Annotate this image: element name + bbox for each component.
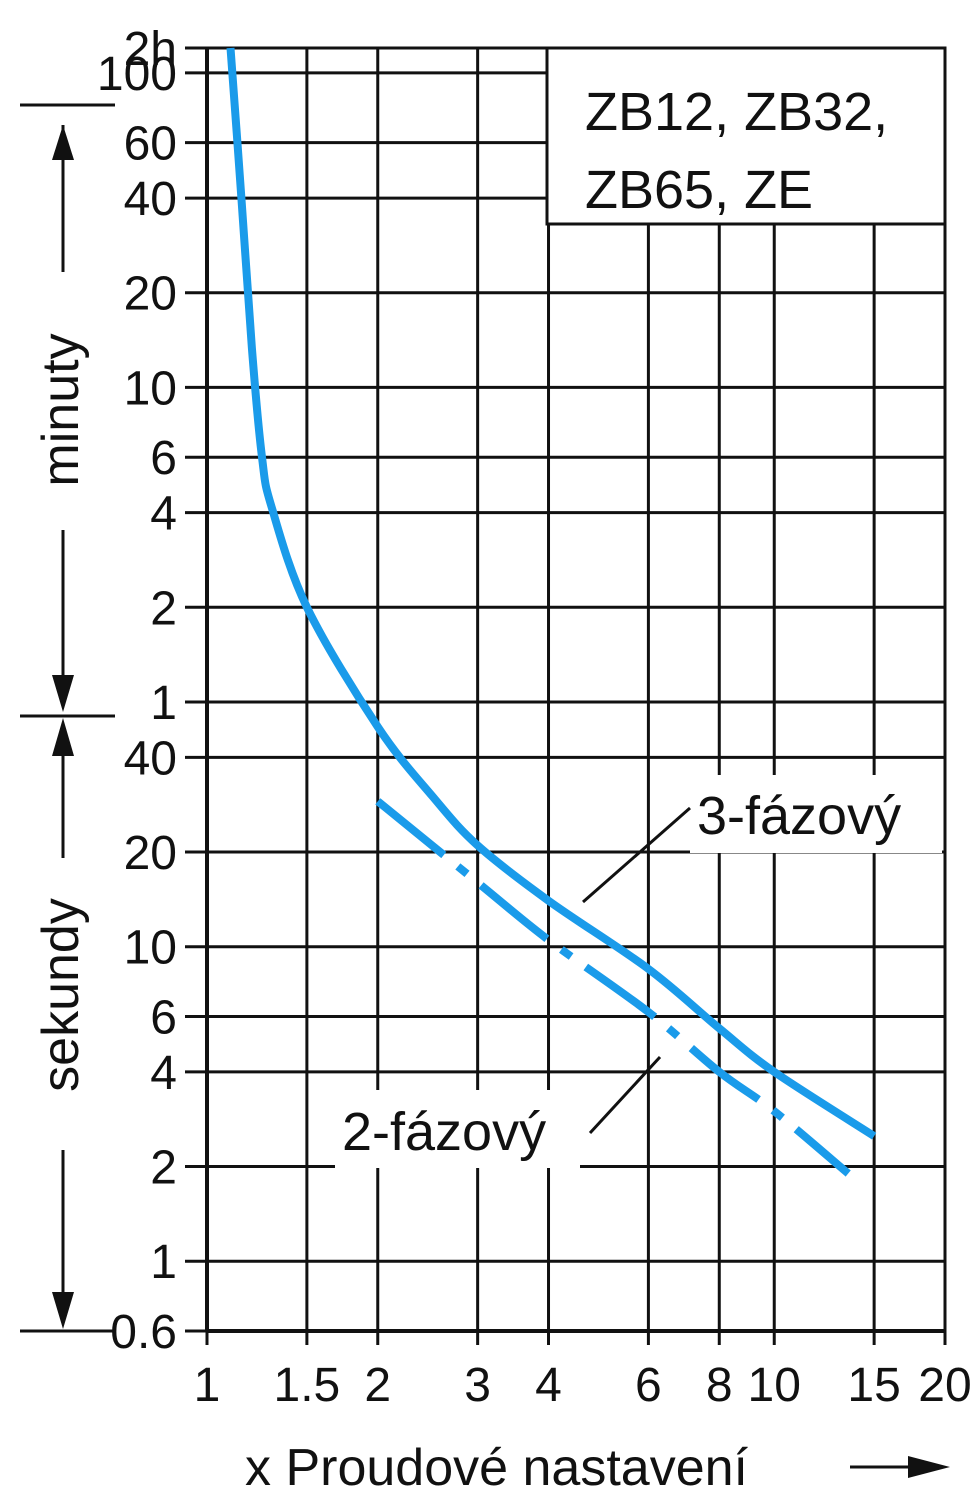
- series-layer: [226, 47, 877, 1177]
- y-tick-label: 2: [150, 1142, 177, 1195]
- x-tick-label: 3: [464, 1359, 491, 1412]
- y-tick-label: 20: [124, 827, 177, 880]
- y-tick-label: 1: [150, 677, 177, 730]
- x-tick-label: 2: [364, 1359, 391, 1412]
- y-tick-label: 40: [124, 173, 177, 226]
- series-line-2-phase: [375, 798, 851, 1177]
- minutes-range-indicator: minuty: [20, 103, 115, 712]
- y-tick-label: 100: [97, 48, 177, 101]
- y-tick-label: 6: [150, 432, 177, 485]
- y-tick-label: 40: [124, 732, 177, 785]
- x-tick-label: 10: [748, 1359, 801, 1412]
- x-tick-label: 4: [535, 1359, 562, 1412]
- series-label-3-phase: 3-fázový: [697, 786, 901, 846]
- legend-box: [545, 46, 947, 226]
- series-label-2-phase: 2-fázový: [342, 1102, 546, 1162]
- leader-line-2-phase: [588, 1055, 662, 1135]
- y-tick-label: 2: [150, 582, 177, 635]
- x-tick-label: 15: [847, 1359, 900, 1412]
- y-tick-label: 4: [150, 1047, 177, 1100]
- y-tick-label: 10: [124, 362, 177, 415]
- leader-line-3-phase: [582, 806, 691, 904]
- y-tick-label: 1: [150, 1236, 177, 1289]
- x-axis-label: x Proudové nastavení: [245, 1439, 749, 1493]
- y-tick-label: 0.6: [110, 1306, 177, 1359]
- x-axis-arrow: [850, 1456, 950, 1478]
- x-axis-ticks: 1 1.5 2 3 4 6 8 10 15 20: [194, 1331, 972, 1412]
- x-tick-label: 1.5: [274, 1359, 341, 1412]
- y-tick-label: 60: [124, 118, 177, 171]
- y-tick-label: 6: [150, 991, 177, 1044]
- minutes-label: minuty: [32, 333, 90, 486]
- x-tick-label: 6: [635, 1359, 662, 1412]
- series-line-3-phase: [226, 47, 877, 1140]
- label-bg-2-phase: [335, 1090, 580, 1168]
- legend-line-2: ZB65, ZE: [585, 160, 813, 220]
- x-tick-label: 8: [706, 1359, 733, 1412]
- seconds-range-indicator: sekundy: [20, 718, 115, 1333]
- y-tick-label: 20: [124, 268, 177, 321]
- y-tick-label: 4: [150, 488, 177, 541]
- y-tick-label: 2h: [124, 23, 177, 76]
- label-bg-3-phase: [690, 775, 942, 853]
- legend-line-1: ZB12, ZB32,: [585, 82, 888, 142]
- x-tick-label: 1: [194, 1359, 221, 1412]
- y-tick-label: 10: [124, 922, 177, 975]
- seconds-label: sekundy: [32, 898, 90, 1092]
- x-tick-label: 20: [918, 1359, 971, 1412]
